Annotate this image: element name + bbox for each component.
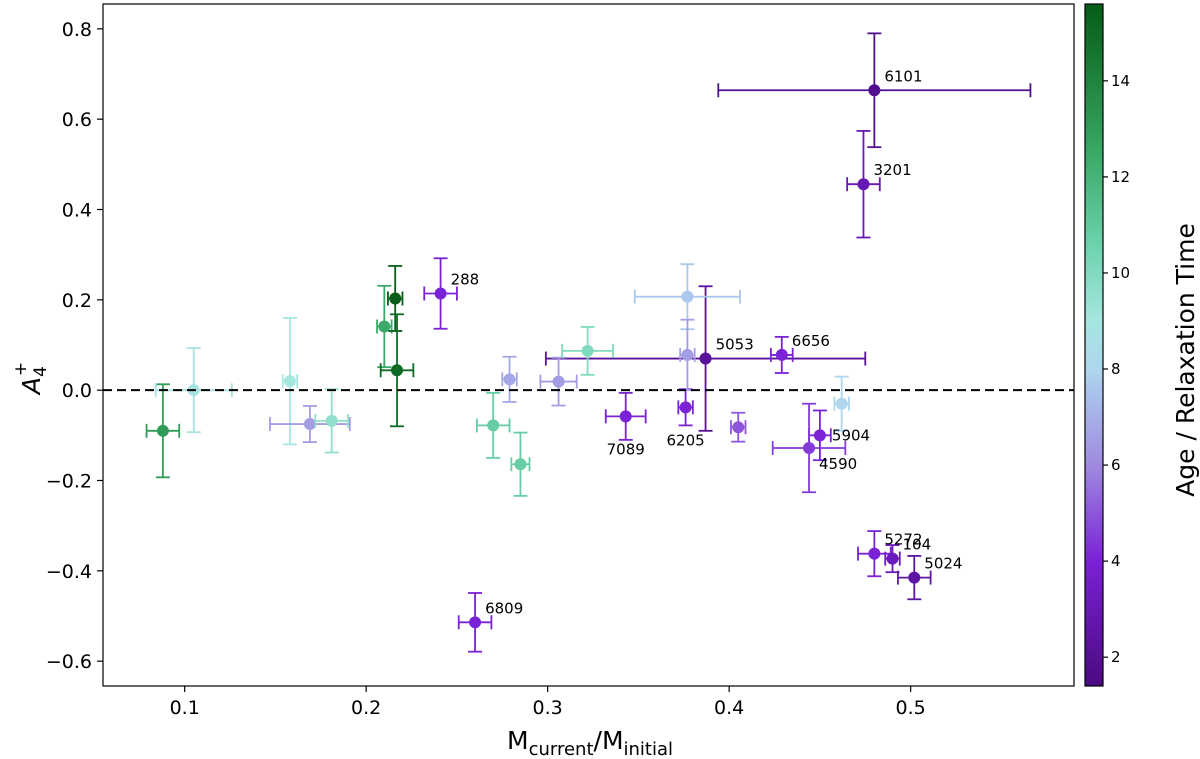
point-label: 4590 xyxy=(819,455,857,473)
data-point xyxy=(561,326,614,376)
data-marker xyxy=(552,375,565,388)
plot-frame xyxy=(102,3,1075,687)
data-marker xyxy=(303,418,316,431)
point-label: 104 xyxy=(903,536,932,554)
point-label: 288 xyxy=(451,271,480,289)
point-label: 5024 xyxy=(924,555,962,573)
data-marker xyxy=(803,441,816,454)
data-point xyxy=(717,32,1032,149)
data-point xyxy=(771,402,847,494)
x-axis-ticks: 0.1 0.2 0.3 0.4 0.5 xyxy=(170,686,926,719)
data-point xyxy=(884,544,901,574)
colorbar-tick-label: 12 xyxy=(1111,168,1130,186)
data-marker xyxy=(813,429,826,442)
data-point xyxy=(281,317,299,446)
data-marker xyxy=(886,552,899,565)
y-axis-ticks: −0.6 −0.4 −0.2 0.0 0.2 0.4 0.6 0.8 xyxy=(46,19,103,673)
point-label: 5904 xyxy=(832,426,870,444)
data-point xyxy=(423,257,458,330)
data-point xyxy=(457,592,493,653)
data-marker xyxy=(908,571,921,584)
data-marker xyxy=(389,292,402,305)
x-tick-label: 0.5 xyxy=(896,697,926,719)
data-marker xyxy=(857,178,870,191)
data-marker xyxy=(679,401,692,414)
y-tick-label: 0.6 xyxy=(62,109,92,131)
y-tick-label: 0.8 xyxy=(62,19,92,41)
data-point xyxy=(314,388,349,454)
data-point xyxy=(539,356,578,407)
data-marker xyxy=(156,424,169,437)
data-point xyxy=(770,335,794,374)
data-marker xyxy=(503,373,516,386)
data-point xyxy=(730,411,747,443)
data-marker xyxy=(283,375,296,388)
colorbar-tick-label: 10 xyxy=(1111,264,1130,282)
colorbar-tick-label: 2 xyxy=(1111,648,1121,666)
point-label: 6656 xyxy=(792,332,830,350)
data-marker xyxy=(681,348,694,361)
point-label: 6809 xyxy=(485,599,523,617)
data-marker xyxy=(775,348,788,361)
data-point xyxy=(269,405,351,444)
y-tick-label: 0.4 xyxy=(62,200,92,222)
colorbar-tick-label: 8 xyxy=(1111,360,1121,378)
data-point xyxy=(475,391,511,459)
point-label: 6205 xyxy=(667,431,705,449)
data-point xyxy=(501,355,518,403)
x-tick-label: 0.3 xyxy=(533,697,563,719)
y-tick-label: 0.2 xyxy=(62,290,92,312)
data-marker xyxy=(391,364,404,377)
y-tick-label: 0.0 xyxy=(62,380,92,402)
y-tick-label: −0.6 xyxy=(46,651,92,673)
colorbar-ticks: 2 4 6 8 10 12 14 xyxy=(1103,72,1130,666)
x-tick-label: 0.1 xyxy=(170,697,200,719)
data-point xyxy=(846,130,881,239)
x-axis-label: Mcurrent/Minitial xyxy=(507,726,673,759)
data-marker xyxy=(487,419,500,432)
data-marker xyxy=(619,410,632,423)
data-point xyxy=(604,391,647,441)
data-marker xyxy=(699,352,712,365)
data-marker xyxy=(469,616,482,629)
data-point xyxy=(633,263,741,331)
data-marker xyxy=(434,287,447,300)
data-marker xyxy=(325,414,338,427)
data-marker xyxy=(581,344,594,357)
y-tick-label: −0.2 xyxy=(46,470,92,492)
data-marker xyxy=(732,421,745,434)
colorbar-tick-label: 4 xyxy=(1111,552,1121,570)
colorbar-tick-label: 6 xyxy=(1111,456,1121,474)
data-point xyxy=(510,431,531,497)
data-marker xyxy=(514,458,527,471)
y-tick-label: −0.4 xyxy=(46,561,92,583)
data-point xyxy=(387,265,404,332)
colorbar-label: Age / Relaxation Time xyxy=(1171,223,1200,497)
data-labels: 6101 3201 288 5053 6656 7089 6205 5904 4590 52721… xyxy=(451,67,963,617)
x-tick-label: 0.2 xyxy=(351,697,381,719)
data-marker xyxy=(868,84,881,97)
data-point xyxy=(897,555,932,601)
colorbar-tick-label: 14 xyxy=(1111,72,1130,90)
data-point xyxy=(145,383,181,479)
data-point xyxy=(544,285,867,432)
point-label: 5053 xyxy=(716,336,754,354)
data-markers xyxy=(145,32,1032,653)
point-label: 5272 xyxy=(884,531,922,549)
data-point xyxy=(379,313,415,428)
data-point xyxy=(833,375,850,432)
data-marker xyxy=(868,547,881,560)
data-marker xyxy=(835,397,848,410)
point-label: 6101 xyxy=(884,67,922,85)
y-axis-label: A4+ xyxy=(11,362,51,396)
x-tick-label: 0.4 xyxy=(714,697,744,719)
point-label: 7089 xyxy=(607,440,645,458)
data-marker xyxy=(378,320,391,333)
data-point xyxy=(679,318,696,392)
data-point xyxy=(677,388,694,427)
data-marker xyxy=(681,290,694,303)
point-label: 3201 xyxy=(873,161,911,179)
colorbar xyxy=(1084,3,1104,687)
